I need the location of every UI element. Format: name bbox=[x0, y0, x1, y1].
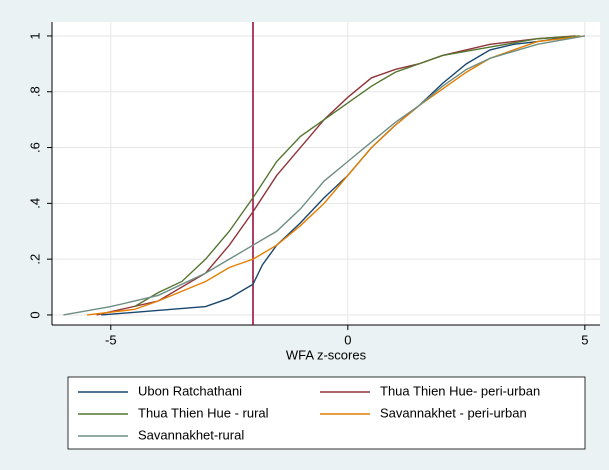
legend-label: Thua Thien Hue- peri-urban bbox=[380, 383, 540, 398]
y-tick-label: .6 bbox=[27, 142, 42, 153]
x-tick-label: -5 bbox=[105, 332, 117, 347]
legend-label: Savannakhet - peri-urban bbox=[380, 405, 527, 420]
y-tick-label: 0 bbox=[27, 311, 42, 318]
legend-label: Ubon Ratchathani bbox=[138, 383, 242, 398]
x-tick-label: 0 bbox=[344, 332, 351, 347]
y-tick-label: .8 bbox=[27, 86, 42, 97]
x-axis-title: WFA z-scores bbox=[286, 347, 367, 362]
x-tick-label: 5 bbox=[581, 332, 588, 347]
series-line bbox=[134, 35, 581, 308]
plot-area bbox=[52, 22, 600, 325]
legend bbox=[67, 376, 586, 450]
series-line bbox=[96, 35, 576, 316]
legend-label: Thua Thien Hue - rural bbox=[138, 405, 269, 420]
y-tick-label: .4 bbox=[27, 198, 42, 209]
series-line bbox=[63, 35, 585, 316]
y-tick-label: .2 bbox=[27, 254, 42, 265]
legend-label: Savannakhet-rural bbox=[138, 427, 244, 442]
y-tick-label: 1 bbox=[27, 32, 42, 39]
